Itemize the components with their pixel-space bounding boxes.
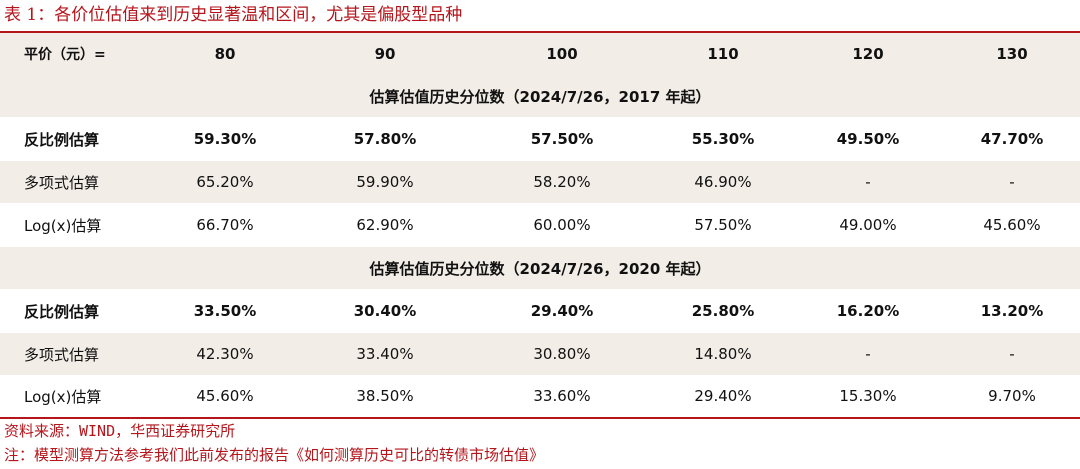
row-label: 多项式估算: [24, 345, 100, 364]
table-cell: 30.40%: [353, 302, 417, 320]
table-row: Log(x)估算 66.70% 62.90% 60.00% 57.50% 49.…: [0, 203, 1080, 247]
section-header-2017: 估算估值历史分位数（2024/7/26，2017 年起）: [0, 75, 1080, 117]
header-cell-130: 130: [996, 45, 1028, 63]
table-cell: 58.20%: [533, 173, 591, 191]
table-cell: 49.50%: [836, 130, 900, 148]
table-cell: 29.40%: [694, 387, 752, 405]
table-cell: 25.80%: [691, 302, 755, 320]
table-cell: 60.00%: [533, 216, 591, 234]
table-row: 反比例估算 33.50% 30.40% 29.40% 25.80% 16.20%…: [0, 289, 1080, 333]
table-cell: 66.70%: [196, 216, 254, 234]
table-cell: 55.30%: [691, 130, 755, 148]
table-cell: -: [1009, 345, 1015, 363]
table-cell: 46.90%: [694, 173, 752, 191]
bottom-rule: [0, 417, 1080, 419]
table-row: 多项式估算 65.20% 59.90% 58.20% 46.90% - -: [0, 161, 1080, 203]
table-cell: 42.30%: [196, 345, 254, 363]
table-cell: 45.60%: [983, 216, 1041, 234]
table-cell: 59.30%: [193, 130, 257, 148]
header-cell-90: 90: [374, 45, 396, 63]
table-cell: 33.60%: [533, 387, 591, 405]
table-cell: 29.40%: [530, 302, 594, 320]
header-cell-120: 120: [852, 45, 884, 63]
header-cell-80: 80: [214, 45, 236, 63]
section-label: 估算估值历史分位数（2024/7/26，2020 年起）: [369, 259, 711, 278]
table-cell: 47.70%: [980, 130, 1044, 148]
table-cell: 15.30%: [839, 387, 897, 405]
row-label: 多项式估算: [24, 173, 100, 192]
table-cell: 57.50%: [530, 130, 594, 148]
header-cell-110: 110: [707, 45, 739, 63]
header-cell-price: 平价（元）=: [24, 47, 106, 63]
table-cell: -: [865, 173, 871, 191]
header-cell-100: 100: [546, 45, 578, 63]
table-cell: 13.20%: [980, 302, 1044, 320]
method-note: 注：模型测算方法参考我们此前发布的报告《如何测算历史可比的转债市场估值》: [4, 446, 545, 464]
table-cell: 38.50%: [356, 387, 414, 405]
section-header-2020: 估算估值历史分位数（2024/7/26，2020 年起）: [0, 247, 1080, 289]
section-label: 估算估值历史分位数（2024/7/26，2017 年起）: [369, 87, 711, 106]
header-row: 平价（元）= 80 90 100 110 120 130: [0, 33, 1080, 75]
table-cell: 65.20%: [196, 173, 254, 191]
table-cell: 30.80%: [533, 345, 591, 363]
table-cell: 45.60%: [196, 387, 254, 405]
table-cell: 9.70%: [988, 387, 1036, 405]
table-cell: -: [1009, 173, 1015, 191]
table-cell: -: [865, 345, 871, 363]
table-row: Log(x)估算 45.60% 38.50% 33.60% 29.40% 15.…: [0, 375, 1080, 417]
table-cell: 14.80%: [694, 345, 752, 363]
table-cell: 59.90%: [356, 173, 414, 191]
row-label: 反比例估算: [24, 302, 100, 321]
table-cell: 57.80%: [353, 130, 417, 148]
table-row: 反比例估算 59.30% 57.80% 57.50% 55.30% 49.50%…: [0, 117, 1080, 161]
table-cell: 62.90%: [356, 216, 414, 234]
table-cell: 33.40%: [356, 345, 414, 363]
top-rule: [0, 31, 1080, 33]
table-cell: 33.50%: [193, 302, 257, 320]
table-title: 表 1：各价位估值来到历史显著温和区间，尤其是偏股型品种: [4, 5, 463, 25]
valuation-table: 平价（元）= 80 90 100 110 120 130 估算估值历史分位数（2…: [0, 33, 1080, 417]
table-cell: 16.20%: [836, 302, 900, 320]
source-note: 资料来源：WIND，华西证券研究所: [4, 422, 236, 440]
table-cell: 57.50%: [694, 216, 752, 234]
row-label: 反比例估算: [24, 130, 100, 149]
row-label: Log(x)估算: [24, 216, 102, 235]
table-cell: 49.00%: [839, 216, 897, 234]
row-label: Log(x)估算: [24, 387, 102, 406]
table-row: 多项式估算 42.30% 33.40% 30.80% 14.80% - -: [0, 333, 1080, 375]
